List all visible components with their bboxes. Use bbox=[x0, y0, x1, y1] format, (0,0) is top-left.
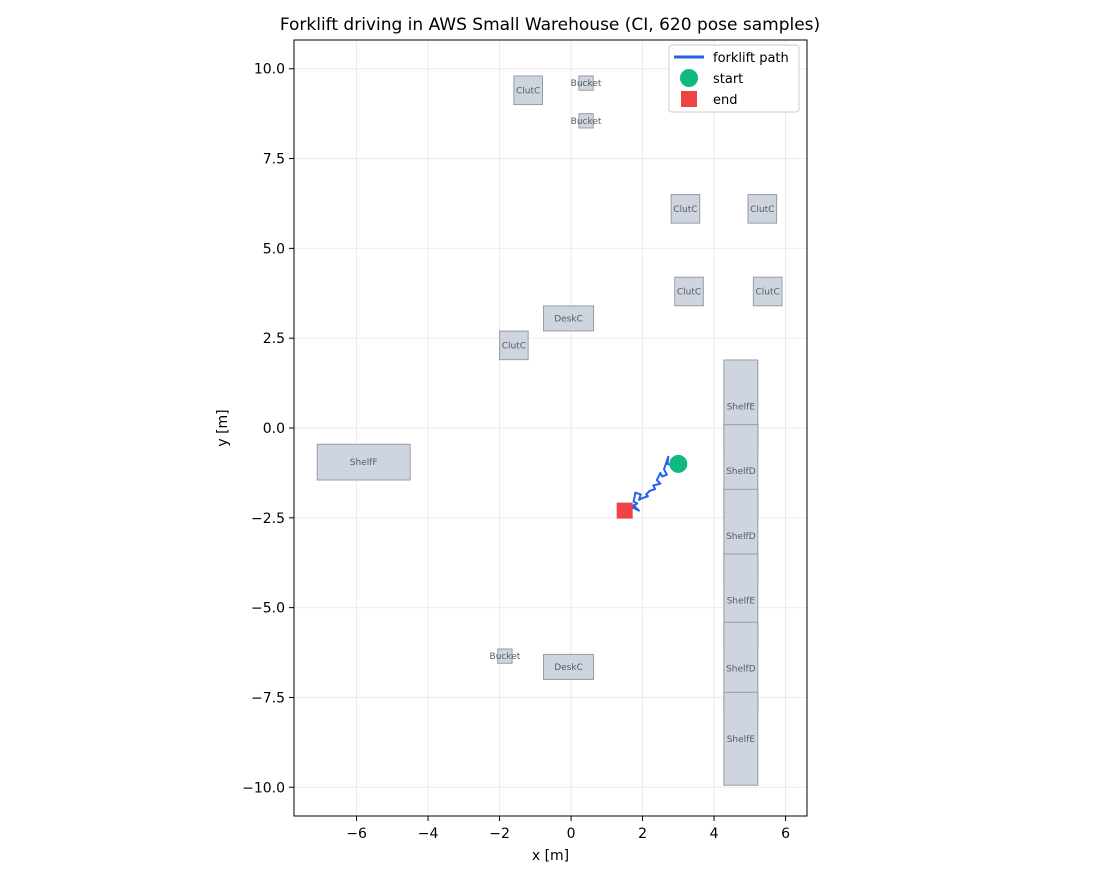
obstacle-label: ClutC bbox=[673, 205, 697, 215]
obstacle-clutc bbox=[670, 194, 701, 224]
x-tick-label: −4 bbox=[418, 826, 439, 842]
legend-label: end bbox=[713, 93, 738, 108]
end-marker bbox=[616, 502, 633, 519]
legend-label: start bbox=[713, 72, 743, 87]
y-tick-label: −7.5 bbox=[251, 690, 285, 706]
legend: forklift path start end bbox=[668, 44, 800, 113]
y-tick-label: −2.5 bbox=[251, 511, 285, 527]
y-tick-label: 5.0 bbox=[263, 241, 285, 257]
obstacle-label: ShelfF bbox=[350, 458, 378, 468]
legend-box bbox=[668, 44, 800, 113]
path-layer bbox=[623, 455, 679, 514]
obstacle-label: ShelfE bbox=[727, 596, 756, 606]
obstacle-label: ShelfD bbox=[726, 467, 756, 477]
obstacle-label: Bucket bbox=[490, 652, 521, 662]
obstacle-shelfe bbox=[723, 691, 759, 786]
x-tick-label: 4 bbox=[710, 826, 719, 842]
forklift-path bbox=[623, 455, 679, 514]
obstacle-bucket bbox=[578, 113, 594, 129]
obstacle-bucket bbox=[497, 648, 513, 664]
obstacle-clutc bbox=[513, 75, 543, 106]
obstacle-label: DeskC bbox=[554, 663, 583, 673]
obstacle-label: ShelfD bbox=[726, 665, 756, 675]
y-tick-label: −10.0 bbox=[242, 780, 285, 796]
y-axis-label: y [m] bbox=[215, 409, 231, 446]
obstacle-bucket bbox=[578, 75, 594, 91]
chart-title: Forklift driving in AWS Small Warehouse … bbox=[280, 15, 820, 35]
obstacle-clutc bbox=[674, 276, 704, 307]
y-tick-label: 10.0 bbox=[254, 62, 285, 78]
obstacle-label: ShelfE bbox=[727, 402, 756, 412]
obstacle-label: ClutC bbox=[677, 287, 701, 297]
obstacle-deskc bbox=[543, 305, 595, 332]
obstacle-label: ClutC bbox=[516, 86, 540, 96]
x-tick-label: 0 bbox=[567, 826, 576, 842]
obstacle-label: ClutC bbox=[756, 287, 780, 297]
ticks: −6 −4 −2 0 2 4 6 10.0 7.5 5.0 2.5 0.0 −2.5 −5.0 −7.5 −1… bbox=[242, 62, 790, 842]
legend-circle-icon bbox=[680, 69, 698, 87]
obstacle-label: Bucket bbox=[571, 117, 602, 127]
obstacle-label: ClutC bbox=[750, 205, 774, 215]
y-tick-label: −5.0 bbox=[251, 601, 285, 617]
y-tick-label: 2.5 bbox=[263, 331, 285, 347]
x-axis-label: x [m] bbox=[532, 848, 569, 864]
obstacle-label: DeskC bbox=[554, 314, 583, 324]
y-tick-label: 7.5 bbox=[263, 152, 285, 168]
x-tick-label: −6 bbox=[346, 826, 367, 842]
y-tick-label: 0.0 bbox=[263, 421, 285, 437]
grid bbox=[294, 40, 807, 816]
obstacle-clutc bbox=[499, 330, 529, 361]
start-marker bbox=[669, 454, 688, 473]
x-tick-label: −2 bbox=[489, 826, 510, 842]
x-tick-label: 2 bbox=[638, 826, 647, 842]
obstacle-label: ShelfE bbox=[727, 735, 756, 745]
obstacle-clutc bbox=[752, 276, 783, 307]
legend-square-icon bbox=[681, 91, 697, 107]
obstacle-label: Bucket bbox=[571, 79, 602, 89]
obstacle-deskc bbox=[543, 653, 595, 680]
marker-layer bbox=[616, 454, 688, 519]
x-tick-label: 6 bbox=[781, 826, 790, 842]
legend-label: forklift path bbox=[713, 51, 789, 66]
obstacle-clutc bbox=[747, 194, 778, 224]
obstacles: ClutC Bucket Bucket ClutC ClutC ClutC ClutC Des… bbox=[316, 75, 783, 786]
obstacle-label: ClutC bbox=[502, 341, 526, 351]
obstacle-label: ShelfD bbox=[726, 532, 756, 542]
obstacle-shelff bbox=[316, 443, 411, 481]
